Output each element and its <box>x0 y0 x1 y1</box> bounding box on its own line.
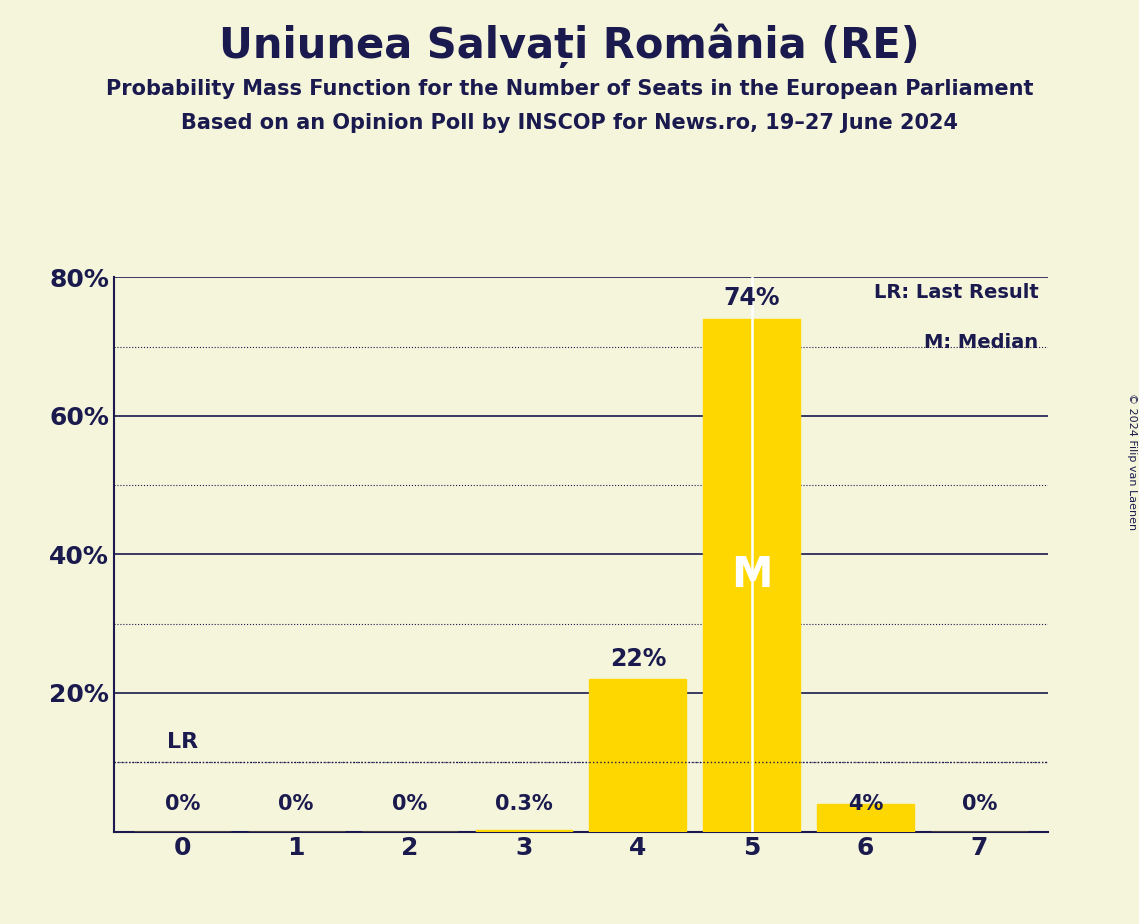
Text: LR: Last Result: LR: Last Result <box>874 283 1039 302</box>
Bar <box>704 319 800 832</box>
Bar <box>476 830 573 832</box>
Text: Based on an Opinion Poll by INSCOP for News.ro, 19–27 June 2024: Based on an Opinion Poll by INSCOP for N… <box>181 113 958 133</box>
Text: © 2024 Filip van Laenen: © 2024 Filip van Laenen <box>1126 394 1137 530</box>
Text: LR: LR <box>166 732 198 752</box>
Text: 0%: 0% <box>961 795 998 814</box>
Text: 0%: 0% <box>392 795 428 814</box>
Text: 0%: 0% <box>164 795 200 814</box>
Text: 74%: 74% <box>723 286 780 310</box>
Text: Probability Mass Function for the Number of Seats in the European Parliament: Probability Mass Function for the Number… <box>106 79 1033 99</box>
Text: M: Median: M: Median <box>925 333 1039 352</box>
Text: 0%: 0% <box>278 795 314 814</box>
Bar <box>590 679 686 832</box>
Text: M: M <box>731 554 772 596</box>
Text: 4%: 4% <box>847 795 884 814</box>
Bar <box>818 804 913 832</box>
Text: Uniunea Salvați România (RE): Uniunea Salvați România (RE) <box>219 23 920 67</box>
Text: 22%: 22% <box>609 647 666 671</box>
Text: 0.3%: 0.3% <box>495 795 552 814</box>
